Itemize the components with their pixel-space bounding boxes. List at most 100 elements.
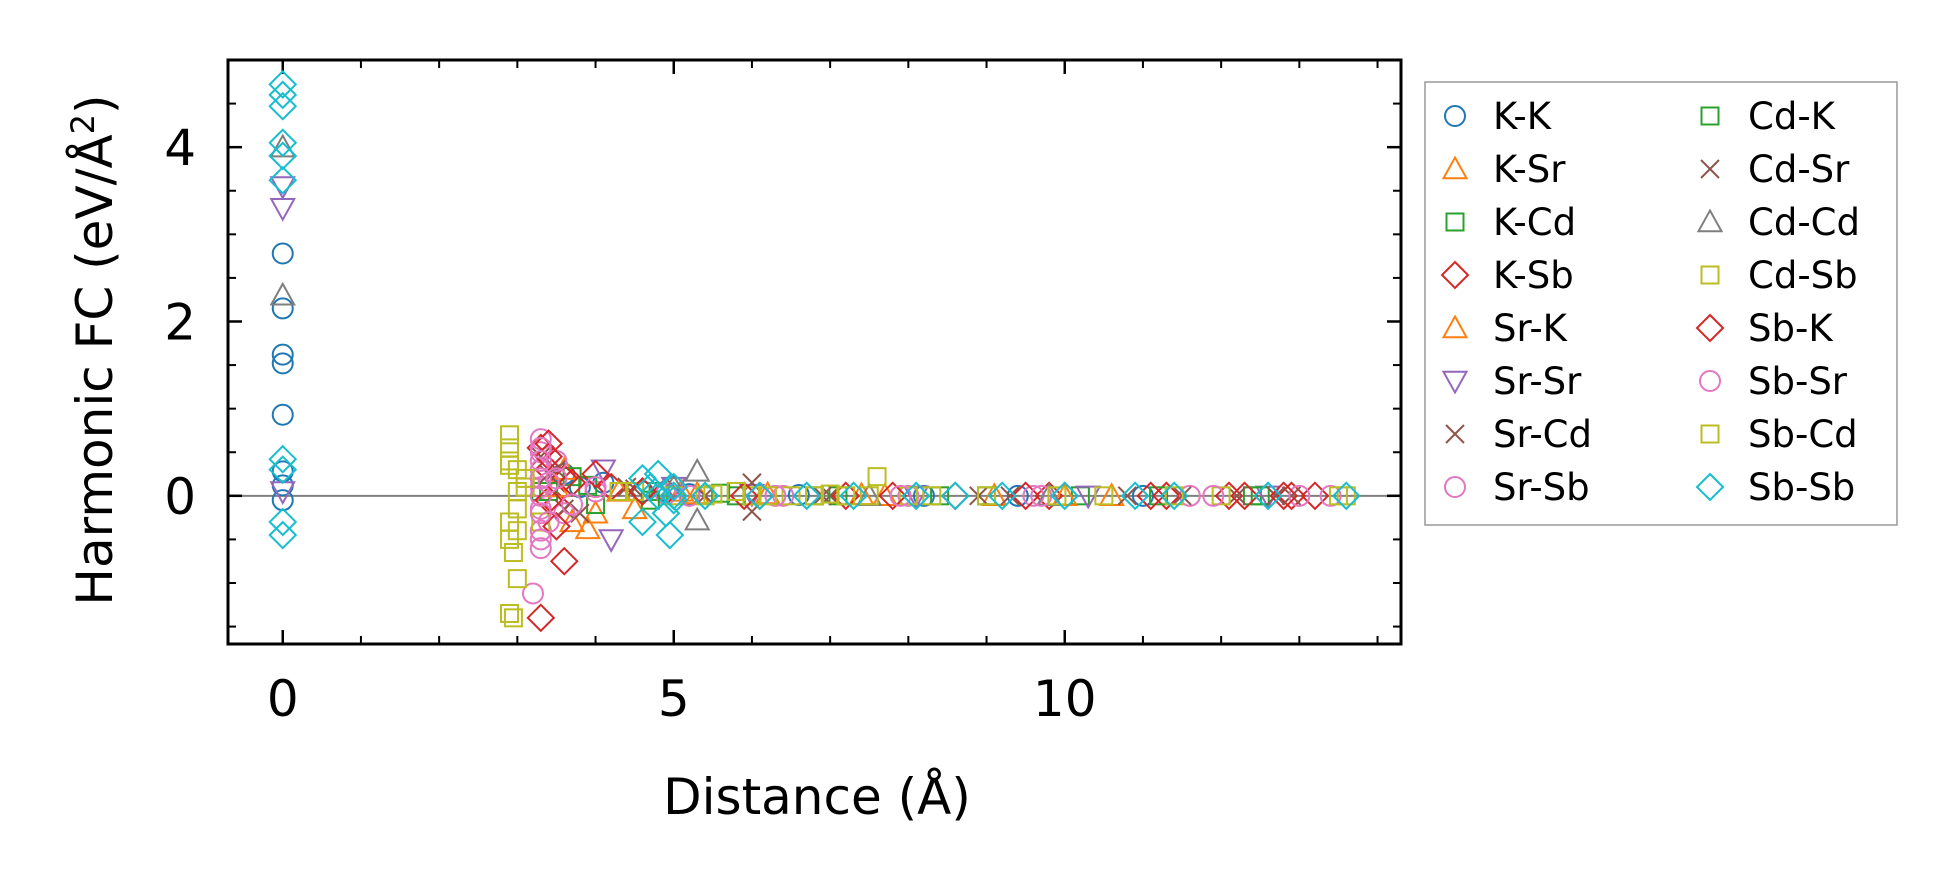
data-point (745, 481, 775, 511)
series-k-k (271, 242, 1154, 512)
data-point (271, 297, 294, 320)
data-point (268, 128, 298, 158)
axis-ticks (228, 59, 1401, 644)
data-point (1269, 481, 1299, 511)
data-point (526, 603, 556, 633)
legend-label: Cd-K (1748, 95, 1837, 138)
legend-label: Sb-Sb (1748, 466, 1855, 509)
data-point (271, 403, 294, 426)
data-point (1230, 481, 1260, 511)
legend-marker (1441, 155, 1469, 180)
series-cd-sb (500, 425, 1356, 628)
legend-item-cd-sr: Cd-Sr (1700, 148, 1850, 191)
data-point (1300, 481, 1330, 511)
legend-label: Sr-K (1493, 307, 1569, 350)
legend-item-sb-cd: Sb-Cd (1700, 413, 1858, 456)
data-point (561, 493, 584, 516)
legend-label: Sr-Sr (1493, 360, 1582, 403)
legend-marker (1444, 105, 1466, 127)
data-point (590, 459, 617, 484)
legend-marker (1696, 208, 1724, 233)
data-point (764, 484, 787, 507)
legend-item-sb-k: Sb-K (1695, 307, 1834, 350)
legend-item-sr-sr: Sr-Sr (1441, 360, 1582, 403)
data-point (898, 486, 918, 506)
data-point (1331, 481, 1361, 511)
legend-item-k-k: K-K (1444, 95, 1553, 138)
plot-area (226, 58, 1403, 646)
legend-label: Cd-Sb (1748, 254, 1858, 297)
data-point (549, 546, 579, 576)
data-point (758, 486, 778, 506)
data-point (1034, 481, 1064, 511)
data-point (659, 472, 689, 502)
data-point (529, 502, 552, 525)
data-point (500, 425, 520, 445)
legend-marker (1441, 314, 1469, 339)
data-marks (268, 69, 1361, 633)
data-point (529, 519, 552, 542)
data-point (537, 510, 560, 533)
data-point (268, 80, 298, 110)
legend-box (1424, 81, 1898, 526)
data-point (836, 486, 856, 506)
data-point (742, 501, 762, 522)
data-point (1253, 481, 1283, 511)
data-point (570, 503, 590, 523)
data-point (507, 569, 527, 589)
legend-item-k-sr: K-Sr (1441, 148, 1566, 191)
legend-item-k-sb: K-Sb (1440, 254, 1574, 297)
data-point (529, 484, 552, 507)
legend-marker (1444, 476, 1466, 498)
data-point (1159, 481, 1189, 511)
data-point (628, 507, 657, 537)
data-point (987, 481, 1017, 511)
data-point (268, 141, 298, 171)
data-point (1250, 486, 1270, 506)
data-point (1178, 484, 1201, 507)
legend-marker (1700, 265, 1720, 285)
data-point (542, 511, 571, 541)
y-axis-label: Harmonic FC (eV/Å2) (64, 94, 124, 605)
series-sr-sb (521, 428, 1311, 605)
data-point (742, 486, 762, 506)
legend-label: Cd-Sr (1748, 148, 1850, 191)
data-point (1214, 481, 1244, 511)
legend-label: Cd-Cd (1748, 201, 1860, 244)
data-point (901, 481, 931, 511)
data-point (1266, 486, 1286, 506)
y-axis-label-main: Harmonic FC (eV/Å (66, 134, 124, 605)
data-point (515, 468, 535, 488)
data-point (500, 451, 520, 471)
data-point (820, 484, 840, 504)
data-point (655, 520, 685, 550)
data-point (1277, 481, 1306, 511)
data-point (584, 476, 607, 499)
data-point (271, 352, 294, 375)
data-point (269, 197, 296, 222)
x-axis-label: Distance (Å) (663, 768, 971, 826)
data-point (268, 455, 298, 485)
data-point (684, 506, 711, 531)
y-axis-label-end: ) (66, 94, 124, 114)
data-point (726, 481, 746, 501)
data-point (643, 459, 673, 489)
data-point (268, 507, 298, 537)
data-point (1047, 486, 1067, 506)
data-point (660, 473, 687, 498)
legend-marker (1695, 472, 1725, 502)
data-point (1075, 485, 1102, 510)
legend-marker (1440, 260, 1470, 290)
data-point (529, 537, 552, 560)
legend-item-sr-sb: Sr-Sb (1444, 466, 1590, 509)
data-point (1000, 486, 1020, 506)
data-point (1281, 486, 1302, 506)
data-point (1328, 486, 1348, 506)
plot-frame (226, 58, 1403, 646)
data-point (1149, 486, 1169, 506)
data-point (1151, 481, 1181, 511)
legend-label: K-Sb (1493, 254, 1574, 297)
legend-marker (1445, 424, 1465, 444)
legend-marker (1695, 313, 1725, 343)
